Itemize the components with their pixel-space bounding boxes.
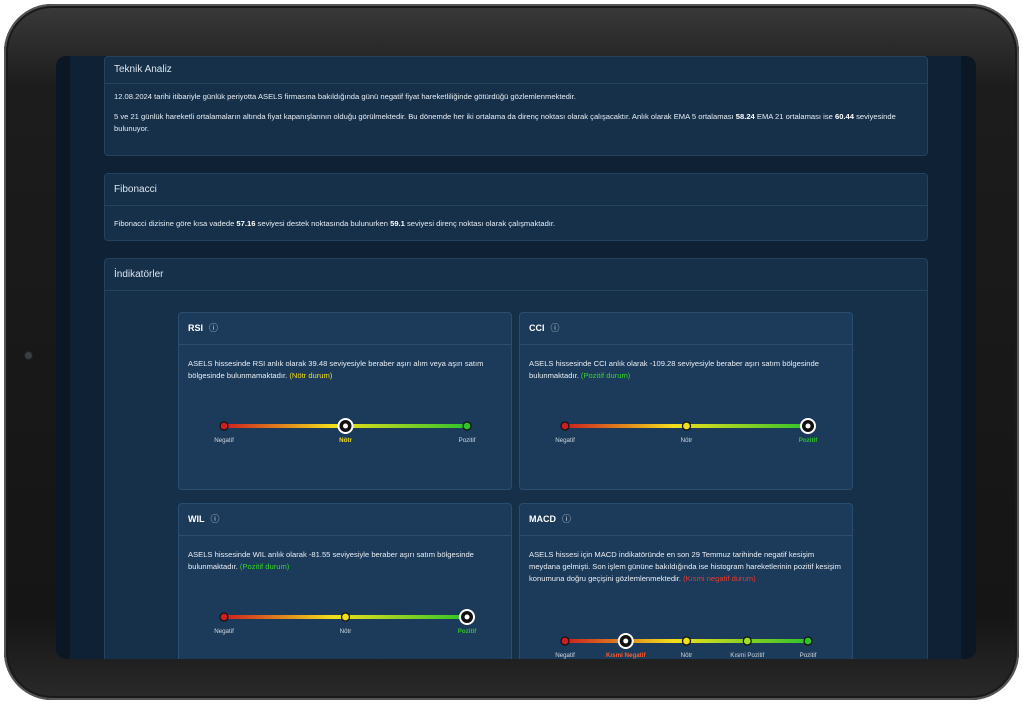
rsi-gauge-marker [462,421,472,431]
fib-text-c: seviyesi direnç noktası olarak çalışmakt… [404,219,556,228]
front-camera [25,352,32,359]
wil-description: ASELS hissesinde WIL anlık olarak -81.55… [179,536,511,573]
rsi-gauge-label: Nötr [339,437,352,444]
wil-gauge-label: Pozitif [458,628,477,635]
fibonacci-body: Fibonacci dizisine göre kısa vadede 57.1… [105,206,927,238]
info-circle-icon[interactable]: ⓘ [209,323,219,333]
cci-gauge-marker [560,421,570,431]
teknik-analiz-panel: Teknik Analiz 12.08.2024 tarihi itibariy… [104,56,928,156]
macd-gauge-marker [742,636,752,646]
macd-gauge-label: Nötr [681,652,693,659]
ema5-value: 58.24 [735,112,755,121]
page-content: Teknik Analiz 12.08.2024 tarihi itibariy… [70,56,961,659]
rsi-gauge-marker [219,421,229,431]
cci-gauge-marker [681,421,692,431]
wil-gauge-marker [340,612,351,622]
fibonacci-panel: Fibonacci Fibonacci dizisine göre kısa v… [104,173,928,241]
cci-gauge-active-dot [805,423,811,429]
macd-gauge-label: Kısmi Negatif [606,652,646,659]
teknik-analiz-paragraph-1: 12.08.2024 tarihi itibariyle günlük peri… [114,92,576,101]
fib-text-a: Fibonacci dizisine göre kısa vadede [114,219,237,228]
macd-gauge-label: Kısmi Pozitif [730,652,764,659]
rsi-description: ASELS hissesinde RSI anlık olarak 39.48 … [179,345,511,382]
cci-card: CCI ⓘ ASELS hissesinde CCI anlık olarak -… [519,312,853,490]
macd-gauge-active-dot [623,638,629,644]
cci-description: ASELS hissesinde CCI anlık olarak -109.2… [520,345,852,382]
fib-text-b: seviyesi destek noktasında bulunurken [255,219,391,228]
fibonacci-title: Fibonacci [105,174,927,206]
teknik-text-a: 5 ve 21 günlük hareketli ortalamaların a… [114,112,736,121]
macd-gauge-marker [560,636,570,646]
teknik-text-b: EMA 21 ortalaması ise [754,112,835,121]
rsi-card-header: RSI ⓘ [179,313,511,345]
wil-gauge-active-dot [464,614,470,620]
info-circle-icon[interactable]: ⓘ [550,323,560,333]
wil-text: ASELS hissesinde WIL anlık olarak -81.55… [188,550,474,571]
rsi-gauge: Negatif Nötr Pozitif [214,418,476,444]
indicators-title: İndikatörler [105,259,927,291]
cci-text: ASELS hissesinde CCI anlık olarak -109.2… [529,359,819,380]
macd-description: ASELS hissesi için MACD indikatöründe en… [520,536,852,585]
cci-title: CCI [529,323,545,333]
cci-gauge: Negatif Nötr Pozitif [555,418,818,444]
fib-support-value: 57.16 [236,219,256,228]
macd-text: ASELS hissesi için MACD indikatöründe en… [529,550,841,583]
macd-status: (Kısmi negatif durum) [683,574,756,583]
macd-card: MACD ⓘ ASELS hissesi için MACD indikatörü… [519,503,853,659]
rsi-card: RSI ⓘ ASELS hissesinde RSI anlık olarak 3… [178,312,512,490]
teknik-analiz-title: Teknik Analiz [105,57,927,84]
screen: Teknik Analiz 12.08.2024 tarihi itibariy… [56,56,976,659]
teknik-text-c: seviyesinde bulunuyor. [114,112,896,133]
wil-gauge-marker [219,612,229,622]
fib-resistance-value: 59.1 [390,219,405,228]
macd-title: MACD [529,514,556,524]
indicators-panel: İndikatörler RSI ⓘ ASELS hissesinde RSI a… [104,258,928,659]
rsi-gauge-label: Pozitif [459,437,476,444]
rsi-gauge-label: Negatif [214,437,234,444]
ema21-value: 60.44 [834,112,854,121]
wil-card-header: WIL ⓘ [179,504,511,536]
cci-card-header: CCI ⓘ [520,313,852,345]
wil-gauge: Negatif Nötr Pozitif [214,609,477,635]
wil-gauge-label: Nötr [340,628,352,635]
macd-gauge-label: Negatif [555,652,575,659]
rsi-title: RSI [188,323,204,333]
teknik-analiz-paragraph-2: 5 ve 21 günlük hareketli ortalamaların a… [114,111,918,135]
cci-gauge-label: Nötr [681,437,693,444]
macd-gauge-label: Pozitif [800,652,817,659]
info-circle-icon[interactable]: ⓘ [210,514,220,524]
rsi-text: ASELS hissesinde RSI anlık olarak 39.48 … [188,359,484,380]
macd-gauge-marker [803,636,813,646]
wil-gauge-label: Negatif [214,628,234,635]
macd-card-header: MACD ⓘ [520,504,852,536]
macd-gauge: Negatif Kısmi Negatif Nötr Kısmi Pozitif Poz… [555,633,817,659]
wil-status: (Pozitif durum) [239,562,290,571]
cci-gauge-label: Negatif [555,437,575,444]
cci-status: (Pozitif durum) [580,371,631,380]
cci-gauge-label: Pozitif [799,437,818,444]
wil-title: WIL [188,514,205,524]
rsi-gauge-active-dot [343,423,348,429]
wil-card: WIL ⓘ ASELS hissesinde WIL anlık olarak -… [178,503,512,659]
teknik-analiz-body: 12.08.2024 tarihi itibariyle günlük peri… [105,84,927,151]
tablet-frame: Teknik Analiz 12.08.2024 tarihi itibariy… [4,4,1019,700]
macd-gauge-marker [681,636,692,646]
rsi-status: (Nötr durum) [289,371,333,380]
info-circle-icon[interactable]: ⓘ [562,514,572,524]
